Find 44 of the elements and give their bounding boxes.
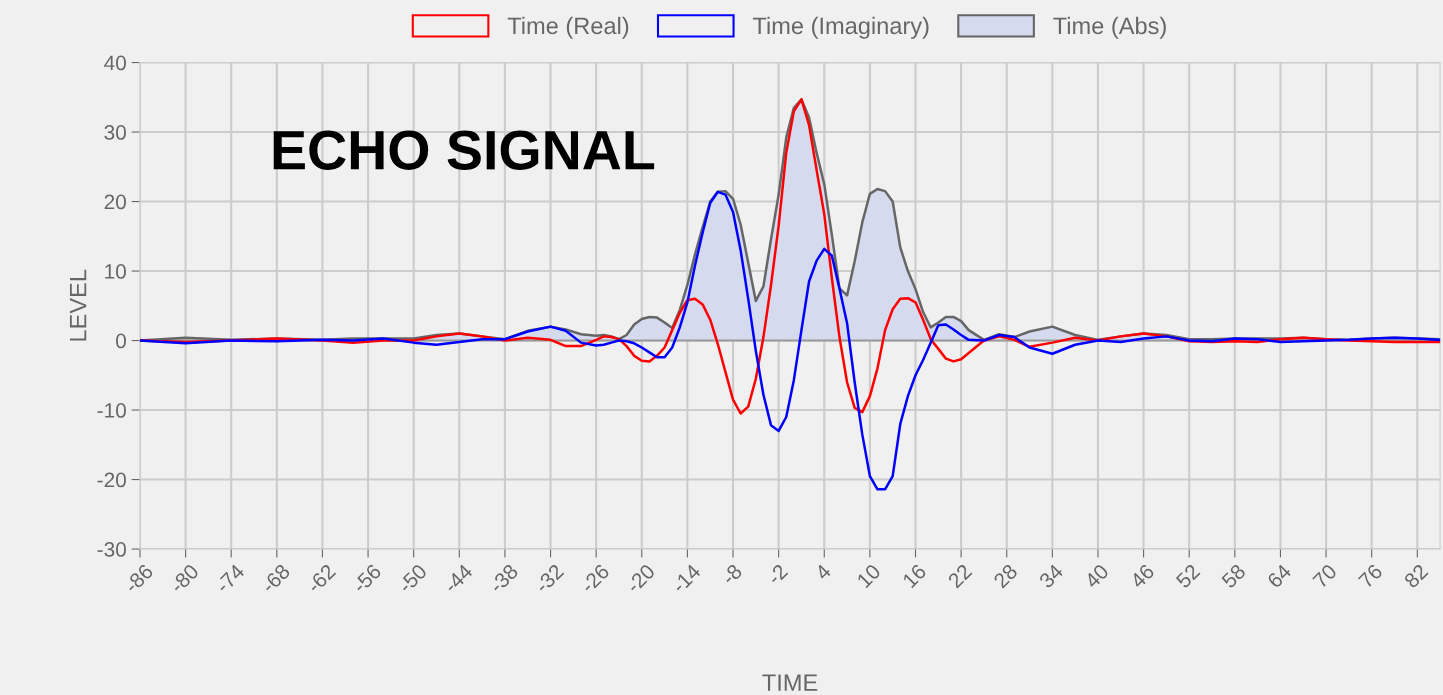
y-tick-label: -20 bbox=[97, 472, 126, 488]
x-tick-label: 4 bbox=[814, 563, 832, 581]
x-tick-label: 76 bbox=[1357, 563, 1384, 589]
x-tick-label: -2 bbox=[766, 563, 789, 586]
legend-label: Time (Abs) bbox=[1053, 16, 1166, 39]
x-tick-label: -62 bbox=[305, 563, 337, 594]
x-tick-label: 82 bbox=[1403, 563, 1429, 589]
text: ECHO SIGNAL bbox=[273, 130, 655, 170]
x-tick-label: -38 bbox=[488, 563, 519, 594]
x-tick-label: 34 bbox=[1038, 563, 1065, 589]
x-tick-label: 16 bbox=[901, 563, 927, 589]
x-tick-label: -44 bbox=[442, 563, 474, 594]
x-tick-label: -20 bbox=[625, 563, 656, 594]
x-tick-label: -56 bbox=[351, 563, 383, 594]
y-tick-label: 10 bbox=[105, 264, 126, 279]
x-tick-label: -86 bbox=[123, 563, 154, 594]
x-axis-title: TIME bbox=[762, 674, 818, 691]
x-tick-label: -26 bbox=[579, 563, 611, 594]
x-tick-label: 28 bbox=[992, 563, 1019, 589]
y-tick-label: -10 bbox=[97, 403, 126, 418]
x-tick-label: -50 bbox=[397, 563, 428, 594]
x-tick-label: 70 bbox=[1312, 563, 1338, 589]
x-tick-label: -80 bbox=[169, 563, 200, 594]
x-tick-label: 10 bbox=[856, 563, 882, 589]
x-tick-label: -68 bbox=[260, 563, 291, 594]
x-tick-label: 40 bbox=[1083, 563, 1110, 590]
y-tick-label: -30 bbox=[97, 542, 126, 557]
x-tick-label: -74 bbox=[214, 563, 246, 594]
x-tick-label: -8 bbox=[720, 563, 743, 586]
y-axis-title: LEVEL bbox=[69, 269, 87, 341]
y-tick-label: 20 bbox=[104, 194, 126, 210]
y-tick-label: 40 bbox=[104, 55, 126, 71]
y-tick-label: 30 bbox=[104, 125, 126, 140]
x-tick-label: 46 bbox=[1129, 563, 1156, 590]
line-series bbox=[139, 190, 1441, 491]
legend-label: Time (Real) bbox=[507, 16, 629, 39]
x-tick-label: 52 bbox=[1175, 563, 1201, 589]
x-tick-label: -32 bbox=[534, 563, 565, 594]
y-tick-label: 0 bbox=[116, 333, 126, 349]
legend-label: Time (Imaginary) bbox=[752, 16, 929, 39]
x-tick-label: 58 bbox=[1220, 563, 1247, 589]
x-tick-label: 64 bbox=[1266, 563, 1293, 589]
x-tick-label: -14 bbox=[671, 563, 702, 594]
x-tick-label: 22 bbox=[947, 563, 973, 589]
